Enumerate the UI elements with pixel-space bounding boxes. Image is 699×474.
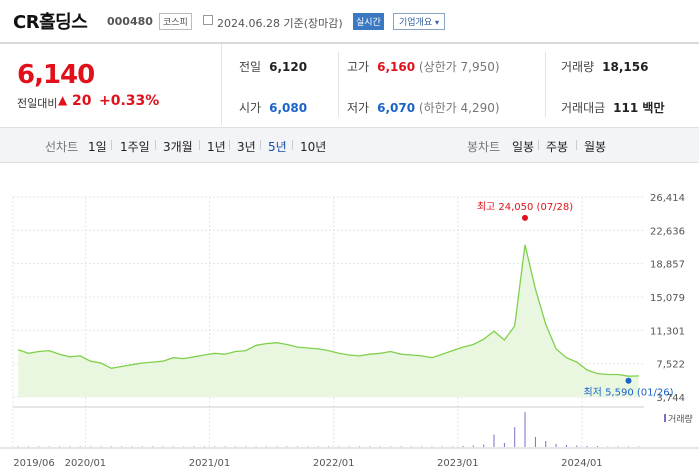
price-panel: 6,140 전일대비 ▲ 20 +0.33%: [0, 44, 222, 125]
change-percent: +0.33%: [99, 93, 160, 109]
realtime-button[interactable]: 실시간: [353, 13, 384, 30]
x-tick-label: 2023/01: [437, 458, 479, 469]
y-tick-label: 3,744: [656, 393, 685, 404]
tab-1w[interactable]: 1주일: [120, 140, 150, 154]
y-tick-label: 7,522: [656, 360, 685, 371]
divider: [538, 140, 539, 150]
change-label: 전일대비: [17, 97, 58, 110]
up-arrow-icon: ▲: [58, 93, 68, 107]
amount-value: 111 백만: [613, 101, 665, 115]
tab-1d[interactable]: 1일: [88, 140, 107, 154]
divider: [199, 140, 200, 150]
tab-3y[interactable]: 3년: [237, 140, 256, 154]
divider: [155, 140, 156, 150]
prev-value: 6,120: [269, 60, 308, 74]
x-tick-label: 2024/01: [561, 458, 603, 469]
tab-5y[interactable]: 5년: [268, 140, 287, 154]
open-price: 시가 6,080: [239, 99, 307, 116]
volume-legend-swatch: [664, 414, 666, 422]
y-tick-label: 26,414: [650, 193, 685, 204]
divider: [545, 52, 546, 117]
open-value: 6,080: [269, 101, 308, 115]
y-tick-label: 18,857: [650, 260, 685, 271]
stock-header: CR홀딩스 000480 코스피 2024.06.28 기준(장마감) 실시간 …: [0, 0, 699, 44]
low-price: 저가 6,070 (하한가 4,290): [347, 99, 500, 116]
trade-amount: 거래대금 111 백만: [561, 99, 664, 116]
volume-label: 거래량: [561, 60, 595, 74]
y-tick-label: 22,636: [650, 226, 685, 237]
price-area: [18, 244, 639, 397]
tab-monthly[interactable]: 월봉: [584, 140, 607, 154]
chart-tabs: 선차트 1일 1주일 3개월 1년 3년 5년 10년 봉차트 일봉 주봉 월봉: [0, 127, 699, 163]
volume: 거래량 18,156: [561, 58, 648, 75]
high-label: 고가: [347, 60, 370, 74]
calendar-icon: [203, 15, 213, 25]
high-price: 고가 6,160 (상한가 7,950): [347, 58, 500, 75]
low-label: 최저 5,590 (01/26): [583, 387, 673, 399]
tab-daily[interactable]: 일봉: [512, 140, 535, 154]
divider: [292, 140, 293, 150]
stock-code: 000480: [107, 15, 153, 28]
divider: [338, 52, 339, 117]
y-tick-label: 11,301: [650, 326, 685, 337]
prev-close: 전일 6,120: [239, 58, 307, 75]
candle-chart-label: 봉차트: [467, 140, 501, 154]
low-value: 6,070: [377, 101, 416, 115]
volume-legend-label: 거래량: [668, 413, 693, 425]
x-tick-label: 2021/01: [189, 458, 231, 469]
chevron-down-icon: ▾: [435, 18, 440, 27]
divider: [576, 140, 577, 150]
stock-name: CR홀딩스: [13, 12, 88, 33]
x-tick-label: 2020/01: [65, 458, 107, 469]
volume-value: 18,156: [602, 60, 649, 74]
divider: [229, 140, 230, 150]
tab-1y[interactable]: 1년: [207, 140, 226, 154]
x-tick-label: 2019/06: [13, 458, 55, 469]
tab-weekly[interactable]: 주봉: [546, 140, 569, 154]
x-tick-label: 2022/01: [313, 458, 355, 469]
divider: [111, 140, 112, 150]
tab-3m[interactable]: 3개월: [163, 140, 193, 154]
tab-10y[interactable]: 10년: [300, 140, 327, 154]
divider: [260, 140, 261, 150]
high-value: 6,160: [377, 60, 416, 74]
market-badge: 코스피: [159, 13, 192, 30]
quote-grid: 전일 6,120 시가 6,080 고가 6,160 (상한가 7,950) 저가 6,…: [222, 44, 699, 125]
prev-label: 전일: [239, 60, 262, 74]
amount-label: 거래대금: [561, 101, 606, 115]
company-info-dropdown[interactable]: 기업개요 ▾: [393, 13, 446, 30]
base-date: 2024.06.28 기준(장마감): [217, 17, 343, 30]
change-value: 20: [72, 93, 92, 109]
current-price: 6,140: [17, 60, 95, 90]
low-label: 저가: [347, 101, 370, 115]
line-chart-label: 선차트: [45, 140, 79, 154]
high-label: 최고 24,050 (07/28): [477, 201, 573, 213]
low-marker: [625, 377, 632, 384]
upper-limit: (상한가 7,950): [418, 60, 500, 74]
y-tick-label: 15,079: [650, 293, 685, 304]
open-label: 시가: [239, 101, 262, 115]
price-line: [17, 244, 639, 377]
company-info-label: 기업개요: [399, 18, 433, 28]
high-marker: [522, 214, 528, 221]
lower-limit: (하한가 4,290): [418, 101, 500, 115]
